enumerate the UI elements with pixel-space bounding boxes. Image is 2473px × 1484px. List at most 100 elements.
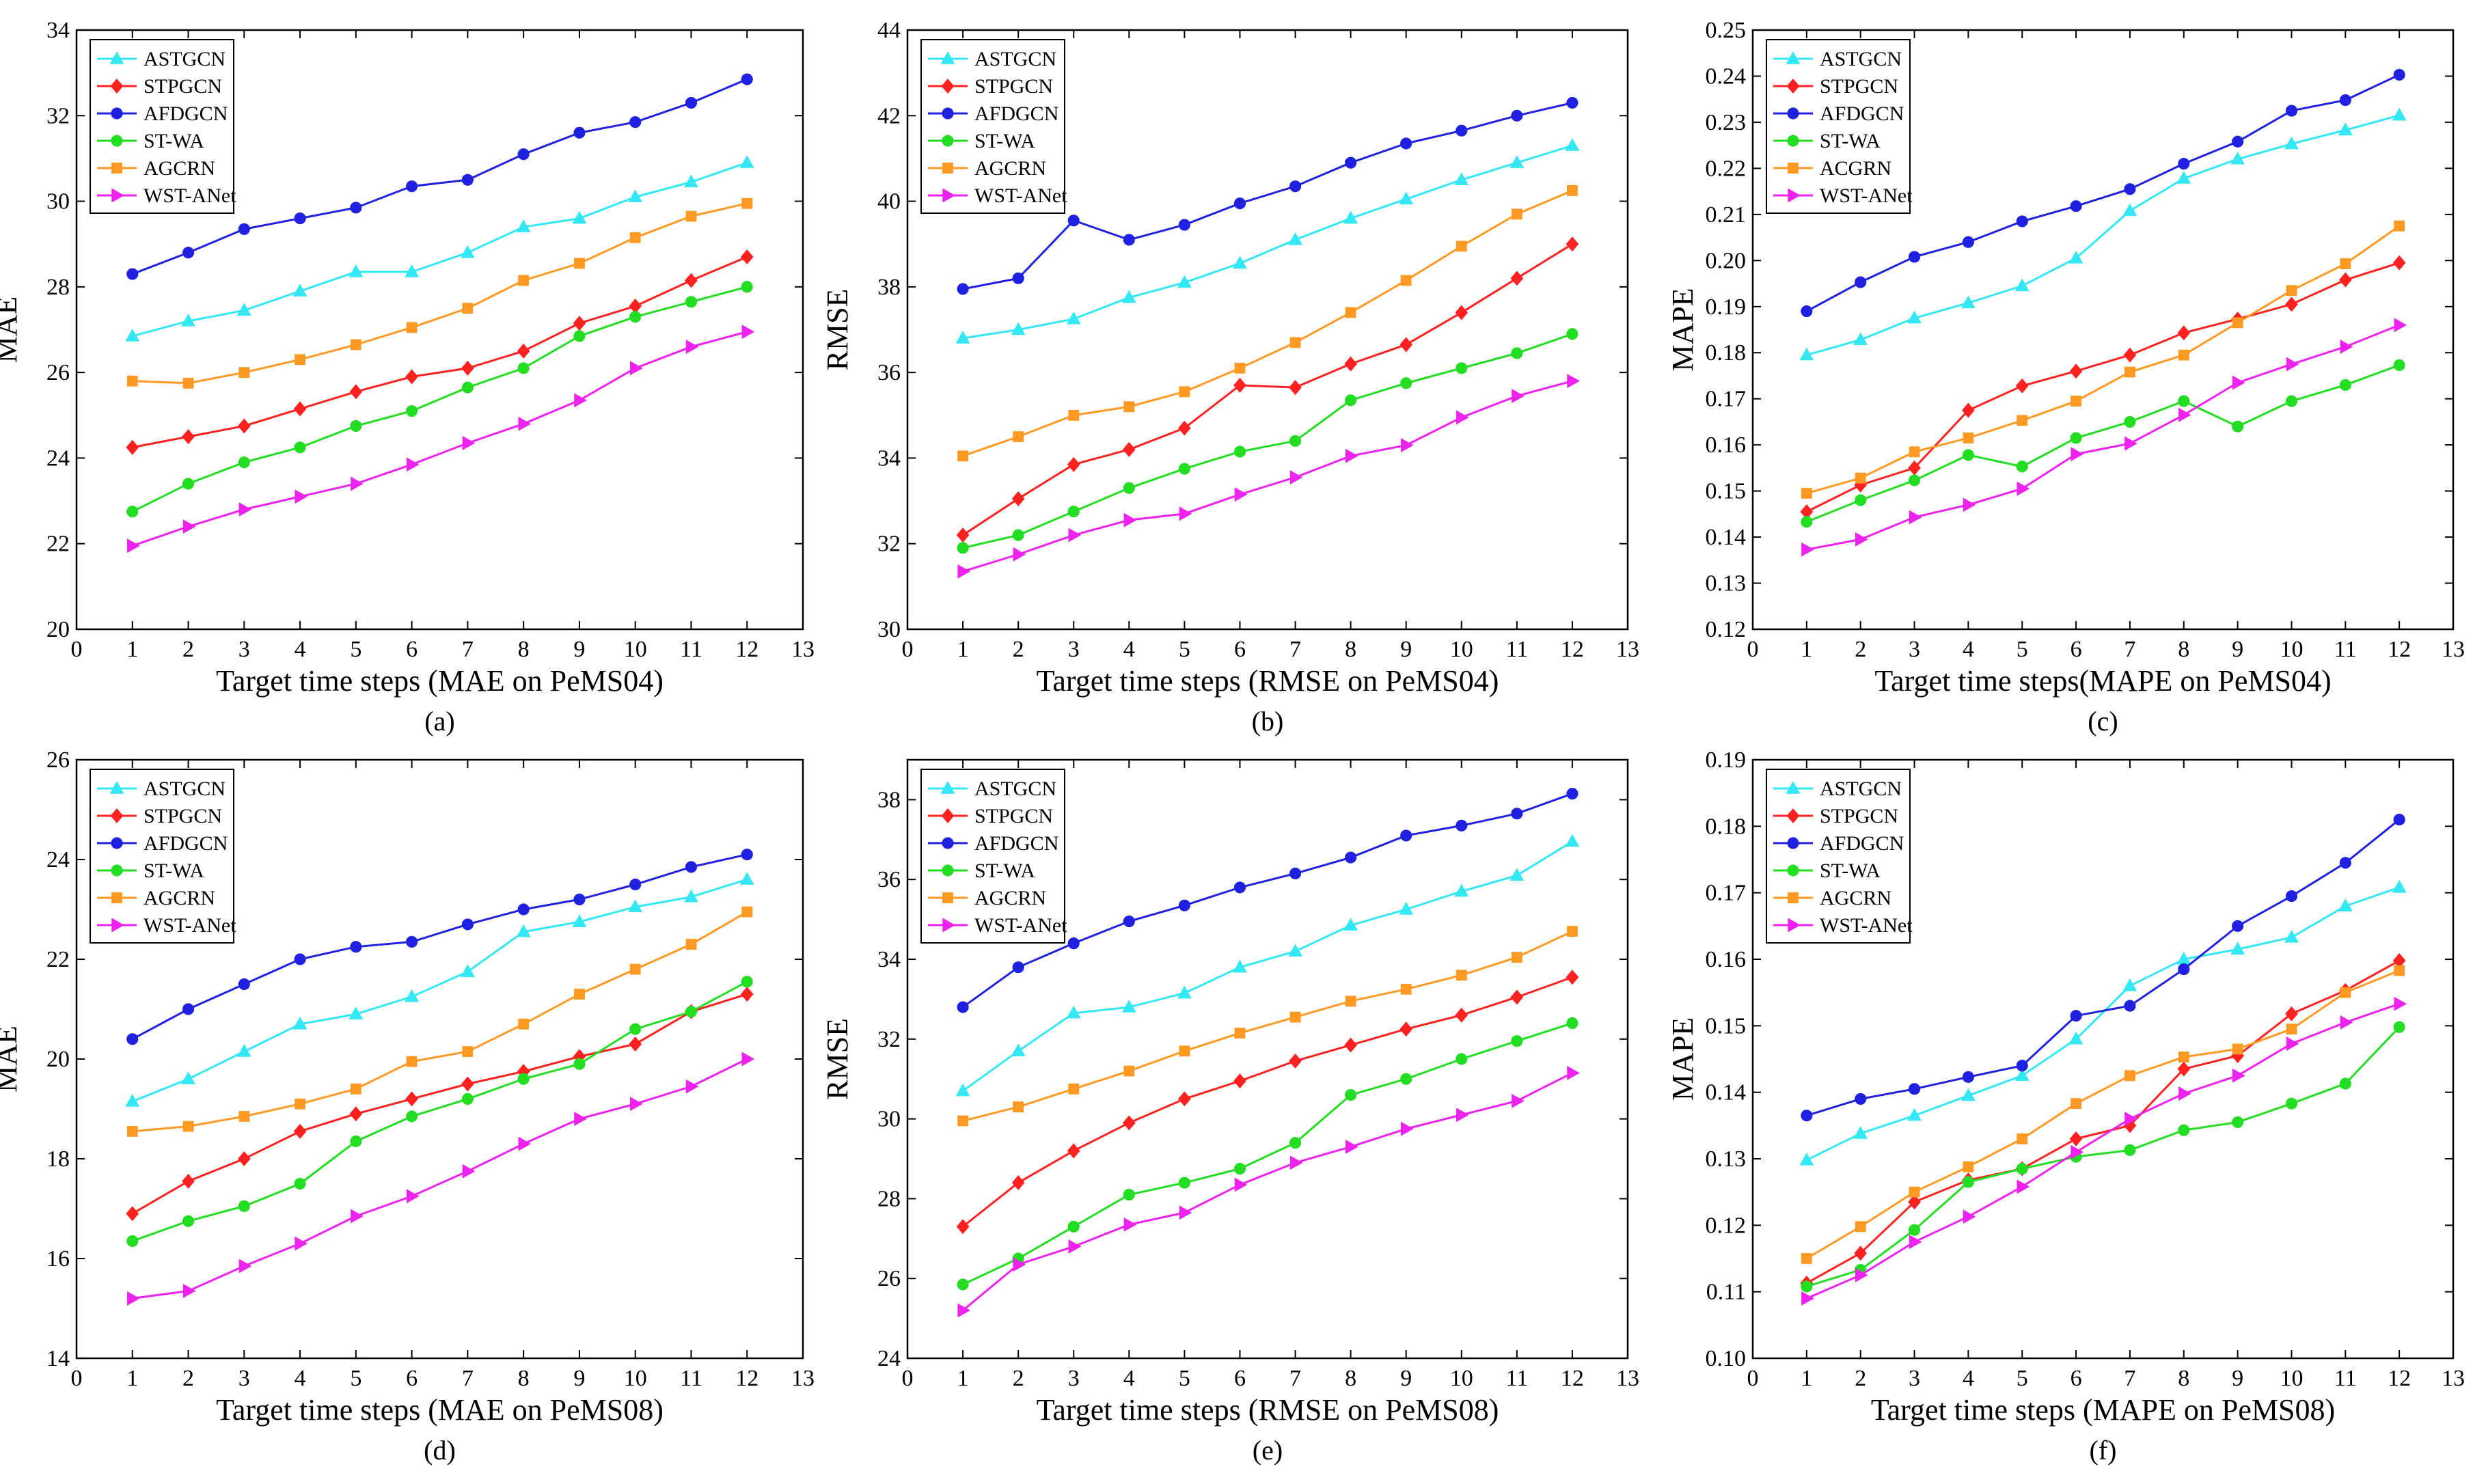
x-tick-label: 2 [1855,637,1866,662]
legend-entry: ST-WA [1820,130,1881,152]
data-point [518,1136,532,1151]
data-point [1456,819,1468,832]
series-line [132,78,748,275]
data-point [292,284,308,297]
data-point [1289,1011,1301,1023]
y-tick-label: 0.23 [1706,110,1747,135]
data-point [1399,337,1413,353]
x-tick-label: 12 [735,637,759,662]
series-stpgcn [126,987,754,1222]
data-point [1068,1239,1082,1254]
data-point [1510,271,1524,286]
y-tick-label: 30 [46,189,70,215]
data-point [2392,255,2406,271]
data-point [1289,337,1301,348]
data-point [126,1125,138,1137]
x-tick-label: 10 [624,1366,647,1391]
x-tick-label: 0 [71,637,83,662]
legend-entry: WST-ANet [1820,184,1913,207]
legend-entry: ACGRN [1820,157,1891,180]
series-afdgcn [957,96,1579,295]
data-point [741,281,753,293]
data-point [182,1173,195,1189]
legend-swatch-marker [1788,188,1801,203]
data-point [1343,918,1358,931]
x-tick-label: 6 [2071,1366,2082,1391]
data-point [2069,1131,2083,1146]
data-point [740,249,754,265]
data-point [2232,420,2244,432]
data-point [1963,1209,1976,1224]
data-point [1123,1188,1135,1201]
panel-label: (c) [2088,706,2118,737]
data-point [1345,394,1357,407]
x-tick-label: 0 [1747,637,1759,662]
legend-entry: ST-WA [974,130,1035,152]
data-point [2286,1036,2299,1052]
y-tick-label: 40 [877,189,901,215]
data-point [461,1093,474,1105]
data-point [518,416,532,431]
x-tick-label: 6 [1234,1366,1246,1391]
data-point [1400,137,1412,150]
data-point [2016,1163,2028,1175]
data-point [1177,985,1192,999]
data-point [2178,1052,2189,1062]
x-tick-label: 3 [238,637,250,662]
data-point [955,331,970,344]
data-point [1907,310,1922,324]
data-point [1399,191,1414,205]
y-tick-label: 18 [46,1146,70,1172]
legend-swatch-marker [1787,837,1799,849]
data-point [461,360,474,376]
data-point [237,1151,251,1166]
data-point [1288,232,1302,245]
x-tick-label: 13 [791,1366,815,1391]
series-line [132,331,748,547]
data-point [1510,989,1524,1005]
x-tick-label: 5 [350,1366,361,1391]
data-point [349,384,363,400]
data-point [1178,899,1190,911]
legend-swatch-marker [111,135,123,147]
data-point [1121,1000,1136,1013]
data-point [461,918,474,931]
panel-label: (e) [1253,1435,1283,1466]
x-tick-label: 11 [2334,1366,2357,1391]
series-acgrn [1801,220,2405,499]
data-point [182,519,196,534]
data-point [1456,362,1468,374]
data-point [1511,808,1523,820]
series-line [1806,74,2400,312]
data-point [1233,881,1246,894]
series-astgcn [955,138,1580,344]
data-point [2232,1068,2245,1083]
data-point [237,418,251,434]
data-point [2124,1144,2136,1156]
data-point [2178,158,2190,170]
data-point [2016,461,2028,473]
data-point [1289,1155,1303,1170]
data-point [573,893,586,905]
legend-entry: ASTGCN [1820,48,1902,70]
y-tick-label: 0.15 [1706,1013,1747,1039]
y-tick-label: 0.20 [1706,248,1747,273]
data-point [1801,1291,1814,1306]
data-point [2124,1070,2135,1082]
legend: ASTGCN STPGCN AFDGCN ST-WA ACGRN WST-ANet [1766,39,1913,214]
data-point [2339,379,2351,391]
series-afdgcn [1801,68,2405,318]
series-st-wa [126,976,753,1248]
data-point [957,1115,968,1127]
y-tick-label: 0.17 [1706,387,1747,412]
data-point [685,210,697,222]
data-point [462,436,476,450]
x-axis-label: Target time steps (RMSE on PeMS04) [1037,664,1499,698]
data-point [1177,275,1192,288]
data-point [406,935,418,948]
data-point [1233,377,1246,393]
y-tick-label: 24 [46,445,70,471]
data-point [2232,317,2243,329]
legend: ASTGCN STPGCN AFDGCN ST-WA AGCRN WST-ANet [90,769,236,944]
x-axis-label: Target time steps (MAE on PeMS08) [216,1393,664,1427]
